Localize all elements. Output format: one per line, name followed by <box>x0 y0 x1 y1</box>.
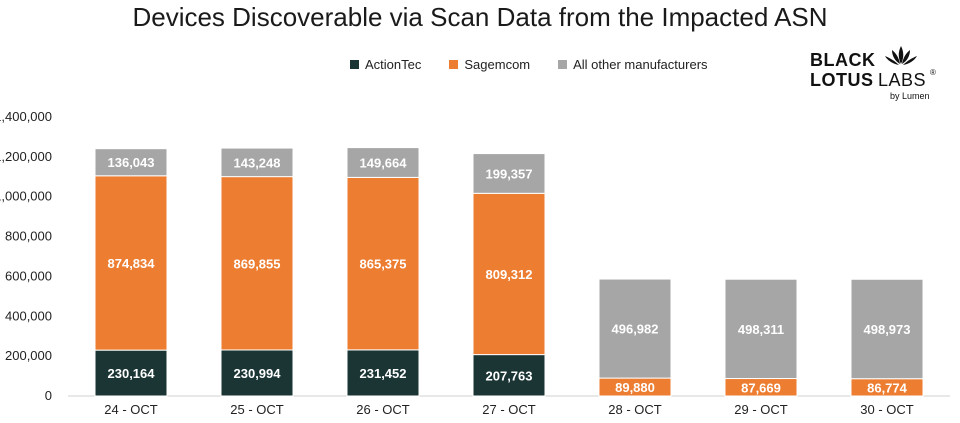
data-label: 86,774 <box>867 380 908 395</box>
data-label: 87,669 <box>741 380 781 395</box>
legend-swatch-sagemcom <box>449 60 459 69</box>
legend-item-other: All other manufacturers <box>558 57 708 72</box>
logo-word-black: BLACK <box>810 50 876 70</box>
x-tick-label: 27 - OCT <box>482 402 536 417</box>
legend-swatch-other <box>558 60 568 69</box>
y-tick-label: 1,000,000 <box>0 189 52 204</box>
y-tick-label: 1,200,000 <box>0 149 52 164</box>
bar-segment <box>220 147 294 178</box>
bar-segment <box>220 349 294 397</box>
data-label: 136,043 <box>108 155 155 170</box>
x-tick-label: 25 - OCT <box>230 402 284 417</box>
data-label: 230,994 <box>234 366 282 381</box>
y-tick-label: 600,000 <box>5 268 52 283</box>
y-tick-label: 800,000 <box>5 229 52 244</box>
data-label: 498,973 <box>864 322 911 337</box>
bar-segment <box>94 349 168 397</box>
bar-segment <box>346 147 420 178</box>
black-lotus-labs-logo: BLACK LOTUS LABS ® by Lumen <box>808 44 948 114</box>
y-tick-label: 200,000 <box>5 348 52 363</box>
x-tick-label: 30 - OCT <box>860 402 914 417</box>
bar-segment <box>94 175 168 351</box>
bar-segment <box>220 176 294 351</box>
data-label: 869,855 <box>234 256 281 271</box>
bar-segment <box>850 278 924 380</box>
data-label: 230,164 <box>108 366 156 381</box>
bar-segment <box>724 278 798 380</box>
bar-segment <box>346 176 420 351</box>
data-label: 496,982 <box>612 322 659 337</box>
chart-title: Devices Discoverable via Scan Data from … <box>132 2 828 32</box>
data-label: 874,834 <box>108 256 156 271</box>
bar-segment <box>472 192 546 356</box>
legend-item-actiontec: ActionTec <box>350 57 421 72</box>
data-label: 89,880 <box>615 380 655 395</box>
bar-segment <box>598 278 672 379</box>
logo-word-labs: LABS <box>878 70 927 90</box>
legend-item-sagemcom: Sagemcom <box>449 57 530 72</box>
data-label: 231,452 <box>360 366 407 381</box>
bar-segment <box>346 349 420 397</box>
logo-subtitle: by Lumen <box>890 91 930 101</box>
legend-label-other: All other manufacturers <box>573 57 708 72</box>
logo-registered-mark: ® <box>930 68 936 77</box>
x-tick-label: 29 - OCT <box>734 402 788 417</box>
logo-word-lotus: LOTUS <box>810 70 874 90</box>
y-tick-label: 0 <box>45 388 52 403</box>
data-label: 149,664 <box>360 156 408 171</box>
bar-segment <box>94 148 168 177</box>
bar-segment <box>472 153 546 194</box>
y-tick-label: 400,000 <box>5 308 52 323</box>
data-label: 809,312 <box>486 267 533 282</box>
data-label: 498,311 <box>738 322 784 337</box>
data-label: 199,357 <box>486 166 533 181</box>
legend: ActionTec Sagemcom All other manufacture… <box>350 57 736 72</box>
data-label: 207,763 <box>486 368 533 383</box>
data-label: 865,375 <box>360 257 407 272</box>
legend-swatch-actiontec <box>350 60 359 69</box>
x-tick-label: 26 - OCT <box>356 402 410 417</box>
data-label: 143,248 <box>234 155 281 170</box>
x-tick-label: 24 - OCT <box>104 402 158 417</box>
x-tick-label: 28 - OCT <box>608 402 662 417</box>
legend-label-sagemcom: Sagemcom <box>464 57 531 72</box>
y-tick-label: 1,400,000 <box>0 109 52 124</box>
legend-label-actiontec: ActionTec <box>365 57 422 72</box>
lotus-icon <box>885 46 917 65</box>
